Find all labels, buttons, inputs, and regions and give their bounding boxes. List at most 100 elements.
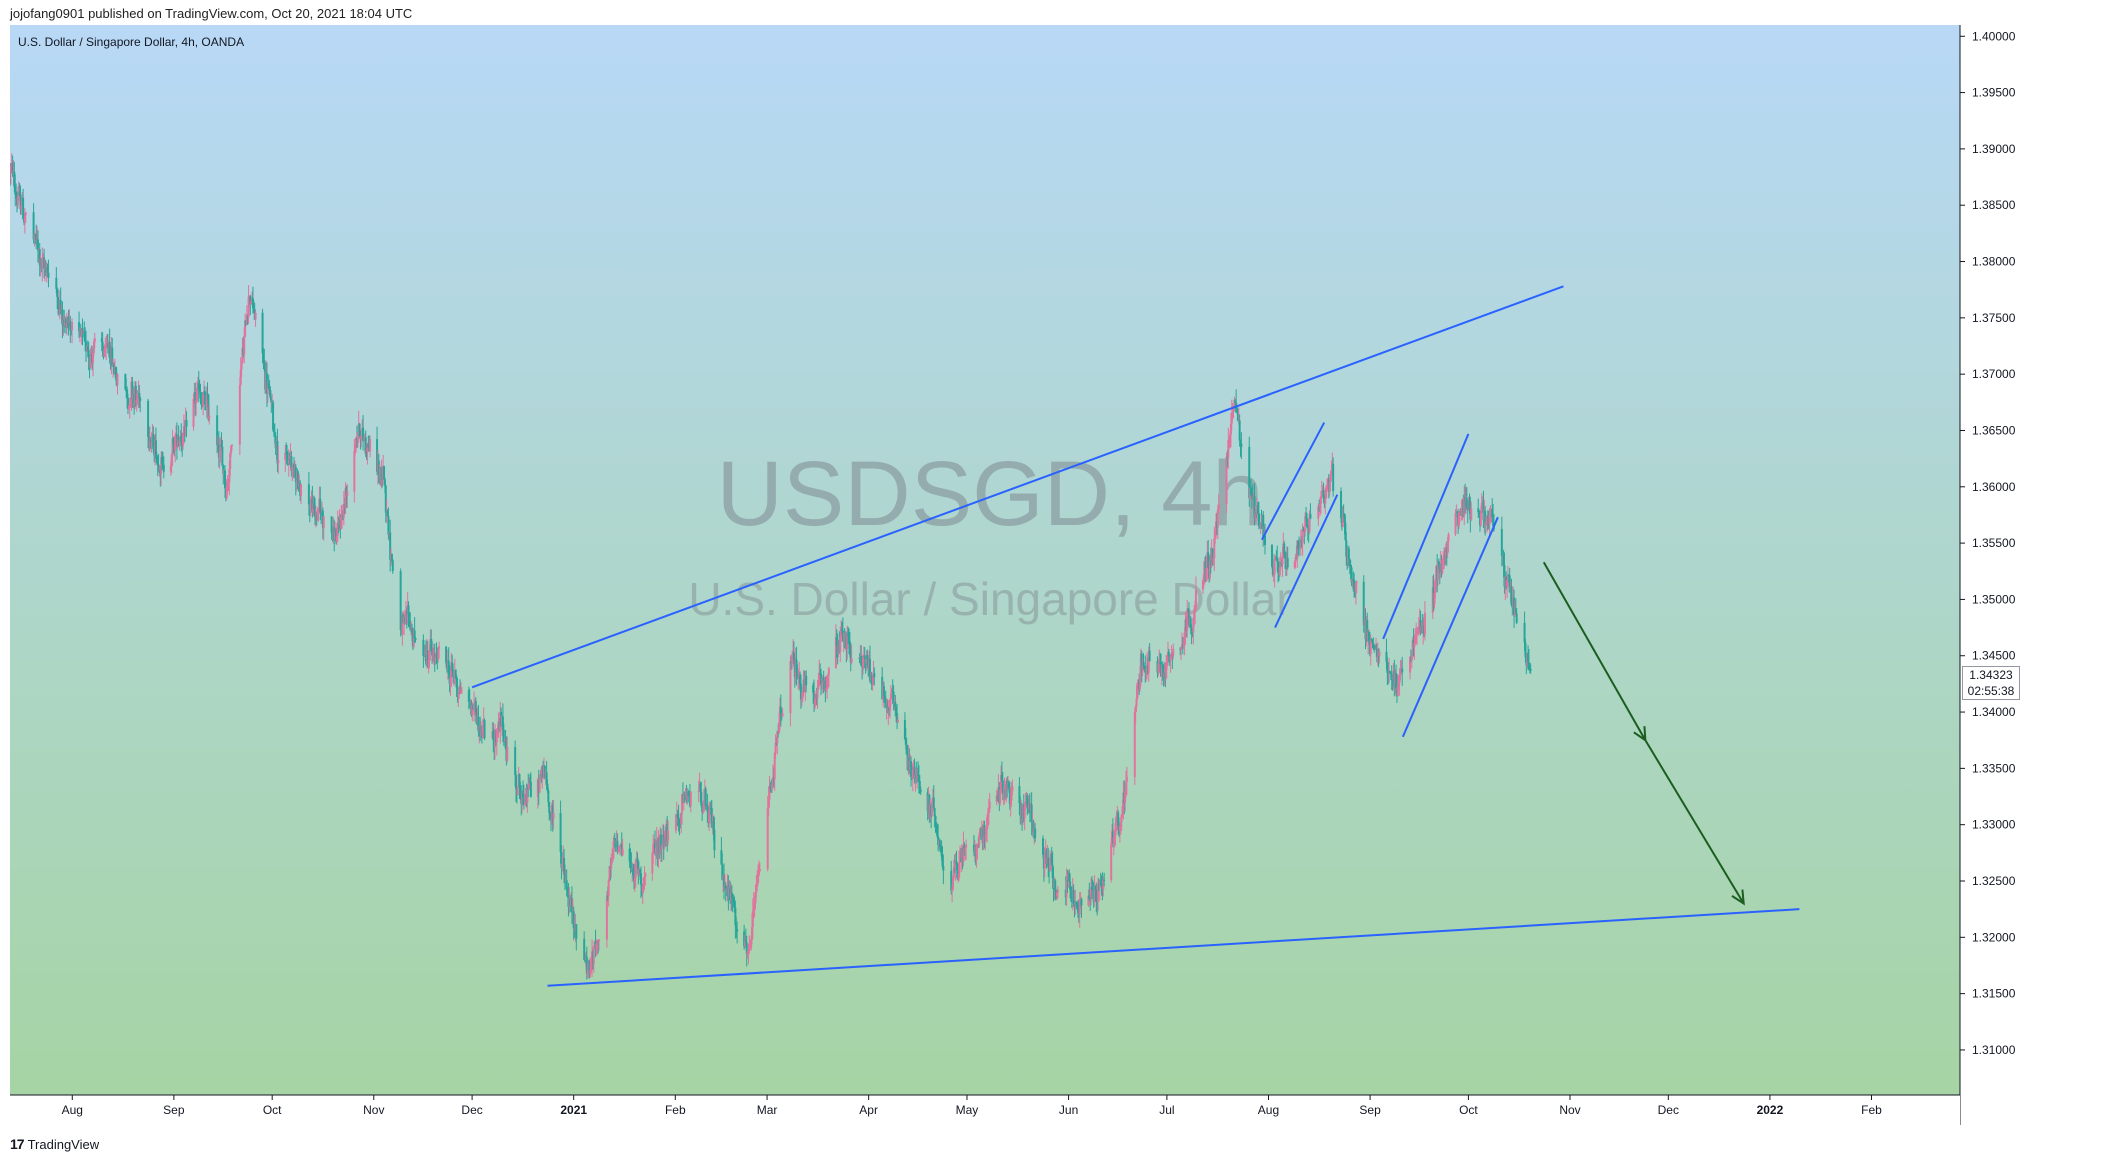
candle-body — [1362, 581, 1365, 626]
candle-body — [628, 848, 631, 862]
time-axis[interactable]: Aug Sep Oct Nov Dec 2021 Feb Mar Apr May Jun Jul Aug… — [10, 1094, 1960, 1125]
candle-body — [677, 817, 680, 821]
candle-body — [630, 862, 633, 871]
candle-body — [1190, 627, 1193, 631]
candle-body — [1325, 489, 1328, 499]
candle-body — [185, 419, 188, 427]
candle-body — [1119, 822, 1122, 827]
candle-body — [935, 822, 938, 826]
candle-body — [401, 614, 404, 635]
candle-body — [801, 691, 804, 699]
candle-body — [1097, 884, 1100, 903]
candle-body — [938, 840, 941, 847]
candle-body — [452, 673, 455, 675]
candle-body — [473, 704, 476, 710]
candle-body — [1050, 854, 1053, 865]
candle-body — [1213, 538, 1216, 559]
candle-body — [322, 516, 325, 528]
candle-body — [127, 405, 130, 409]
candle-body — [1409, 657, 1412, 673]
candle-body — [362, 427, 365, 442]
candle-body — [873, 673, 876, 678]
candle-body — [150, 442, 153, 444]
candle-body — [598, 939, 601, 942]
candle-body — [1296, 540, 1299, 559]
candle-body — [538, 779, 541, 793]
candle-body — [496, 728, 499, 731]
candle-body — [639, 873, 642, 885]
candle-body — [1434, 579, 1437, 593]
candle-body — [1056, 889, 1059, 893]
time-tick-label: Sep — [1359, 1103, 1381, 1117]
candle-body — [895, 707, 898, 714]
candle-body — [975, 846, 978, 858]
candle-body — [681, 794, 684, 814]
candle-body — [617, 850, 620, 852]
candle-body — [616, 840, 619, 852]
candle-body — [169, 465, 172, 472]
price-tick-label: 1.36500 — [1972, 423, 2016, 437]
candle-body — [748, 948, 751, 951]
candle-body — [254, 312, 257, 320]
candle-body — [613, 837, 616, 840]
candle-body — [174, 435, 177, 451]
candle-body — [1284, 553, 1287, 557]
candle-body — [261, 312, 264, 354]
candle-body — [850, 657, 853, 663]
candle-body — [362, 441, 365, 443]
candle-body — [813, 692, 816, 704]
time-tick-label: Oct — [263, 1103, 282, 1117]
candle-body — [1390, 673, 1393, 678]
candle-body — [1372, 643, 1375, 647]
candle-body — [957, 877, 960, 879]
candle-body — [710, 808, 713, 828]
candle-body — [1489, 512, 1492, 516]
candle-body — [575, 924, 578, 939]
time-tick-label: Mar — [757, 1103, 778, 1117]
candle-body — [1076, 909, 1079, 913]
candle-body — [592, 946, 595, 965]
candle-body — [805, 675, 808, 686]
candle-body — [1133, 712, 1136, 777]
candle-body — [1001, 780, 1004, 795]
candle-body — [1008, 787, 1011, 805]
candle-body — [846, 634, 849, 649]
candle-body — [1183, 632, 1186, 645]
price-axis[interactable]: 1.40000 1.39500 1.39000 1.38500 1.38000 1.375… — [1959, 25, 2040, 1125]
candle-body — [933, 808, 936, 817]
tradingview-brand[interactable]: 17 TradingView — [10, 1136, 99, 1152]
drawing-layer[interactable] — [471, 285, 1800, 987]
time-tick-label: 2021 — [560, 1103, 587, 1117]
candle-body — [1396, 686, 1399, 697]
candle-body — [713, 829, 716, 851]
candle-body — [514, 747, 517, 776]
candlestick-chart[interactable]: USDSGD, 4h U.S. Dollar / Singapore Dolla… — [10, 25, 2040, 1125]
candle-body — [1211, 548, 1214, 564]
candle-body — [238, 384, 241, 445]
price-tick-label: 1.32000 — [1972, 930, 2016, 944]
candle-body — [1319, 504, 1322, 508]
candle-body — [1506, 574, 1509, 581]
candle-body — [1125, 776, 1128, 782]
candle-body — [272, 402, 275, 430]
candle-body — [194, 392, 197, 404]
candle-body — [1090, 887, 1093, 889]
time-tick-label: Nov — [1559, 1103, 1580, 1117]
candle-body — [1214, 530, 1217, 539]
candle-body — [1345, 540, 1348, 557]
candle-body — [515, 775, 518, 790]
candle-body — [459, 690, 462, 693]
candle-body — [412, 630, 415, 647]
price-tick-label: 1.35500 — [1972, 536, 2016, 550]
candle-body — [216, 415, 219, 446]
candle-body — [364, 437, 367, 451]
chart-area[interactable]: USDSGD, 4h U.S. Dollar / Singapore Dolla… — [10, 25, 2040, 1125]
candle-body — [1140, 653, 1143, 672]
candle-body — [1326, 485, 1329, 490]
candle-body — [826, 676, 829, 689]
candle-body — [93, 338, 96, 343]
candle-body — [1529, 668, 1532, 671]
candle-body — [987, 808, 990, 814]
candle-body — [1094, 886, 1097, 890]
candle-body — [136, 395, 139, 400]
